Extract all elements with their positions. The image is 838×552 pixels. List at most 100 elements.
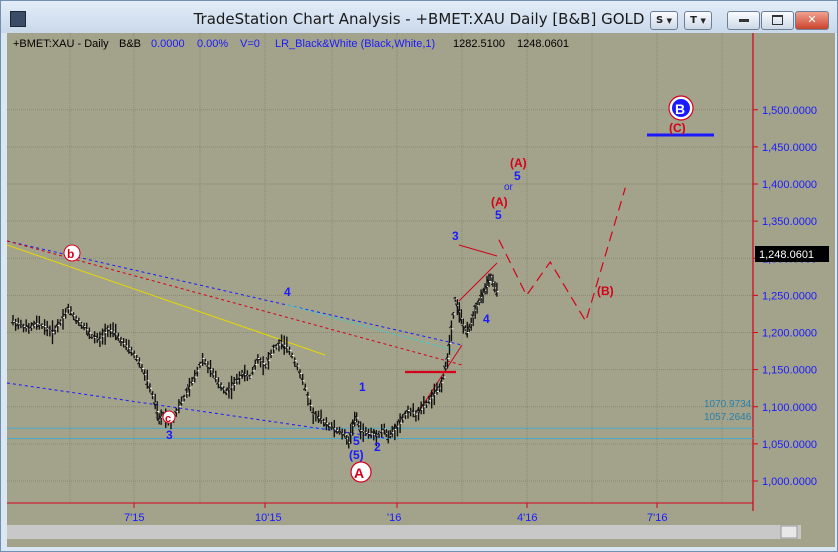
title-bar[interactable]: TradeStation Chart Analysis - +BMET:XAU … bbox=[1, 1, 837, 33]
wave-label-b: b bbox=[67, 247, 74, 261]
price-bar-open bbox=[118, 339, 122, 343]
price-bar-open bbox=[105, 327, 108, 329]
price-bar-open bbox=[192, 375, 196, 380]
support-label-2: 1057.2646 bbox=[704, 412, 752, 423]
price-bar-open bbox=[234, 378, 238, 381]
price-bar-open bbox=[152, 402, 156, 407]
price-bar-open bbox=[373, 430, 377, 439]
chart-area[interactable]: 1,500.0000 1,450.0000 1,400.0000 1,350.0000… bbox=[6, 33, 835, 547]
price-bar-open bbox=[379, 431, 382, 434]
wave-label-4b: 4 bbox=[483, 312, 490, 326]
price-bar-open bbox=[429, 393, 433, 398]
price-bar-open bbox=[323, 421, 327, 427]
price-bar-open bbox=[329, 426, 332, 429]
time-scrollbar[interactable] bbox=[7, 525, 801, 539]
projection-line bbox=[498, 187, 626, 323]
price-bar-open bbox=[289, 355, 293, 357]
support-value-labels: 1070.9734 1057.2646 bbox=[704, 399, 752, 423]
window-title: TradeStation Chart Analysis - +BMET:XAU … bbox=[193, 10, 645, 28]
price-bar-open bbox=[84, 326, 88, 329]
price-bar-open bbox=[279, 339, 282, 342]
price-bar-open bbox=[342, 433, 346, 438]
price-bar-open bbox=[418, 405, 422, 413]
y-tick-label: 1,400.0000 bbox=[762, 179, 817, 191]
price-bar-open bbox=[229, 388, 232, 391]
wave-label-3a: 3 bbox=[166, 428, 173, 442]
price-bar-open bbox=[352, 419, 356, 426]
restore-button[interactable] bbox=[761, 11, 794, 30]
wave-label-5b: 5 bbox=[495, 208, 502, 222]
tools-button[interactable]: T ▼ bbox=[684, 11, 712, 30]
support-lines bbox=[7, 427, 753, 439]
cyan-trend-line bbox=[286, 304, 458, 352]
price-bar-open bbox=[79, 324, 82, 327]
scrollbar-track[interactable] bbox=[7, 525, 801, 539]
price-bar-open bbox=[441, 376, 444, 380]
x-tick-label: 10'15 bbox=[255, 512, 282, 524]
wave-label-2: 2 bbox=[374, 440, 381, 454]
price-bar-open bbox=[176, 409, 180, 411]
price-bar-open bbox=[388, 436, 391, 439]
price-bar-open bbox=[208, 367, 211, 371]
price-bar-open bbox=[281, 344, 285, 350]
price-bar-open bbox=[244, 373, 248, 377]
price-bar-open bbox=[216, 381, 219, 385]
scrollbar-thumb[interactable] bbox=[780, 525, 798, 539]
price-bar-open bbox=[447, 342, 450, 347]
price-bar-open bbox=[482, 287, 486, 293]
price-bar-open bbox=[173, 410, 177, 414]
x-tick-label: 7'16 bbox=[647, 512, 667, 524]
wave-label-1: 1 bbox=[359, 380, 366, 394]
wave-b-circle bbox=[63, 244, 81, 262]
price-bar-open bbox=[131, 352, 135, 355]
price-bar-open bbox=[421, 403, 425, 408]
price-bar-open bbox=[490, 283, 494, 286]
price-bar-open bbox=[139, 366, 143, 369]
price-bar-open bbox=[368, 433, 372, 437]
price-bar-open bbox=[97, 336, 101, 341]
price-bar-open bbox=[405, 409, 409, 414]
price-bar-open bbox=[203, 362, 206, 365]
price-bar-open bbox=[195, 371, 198, 375]
price-bar-open bbox=[416, 407, 419, 413]
price-bar-open bbox=[71, 314, 74, 318]
price-bar-open bbox=[15, 323, 19, 327]
price-bar-open bbox=[100, 333, 103, 335]
styles-button[interactable]: S ▼ bbox=[650, 11, 678, 30]
price-bar-open bbox=[102, 329, 106, 332]
price-bar-open bbox=[478, 294, 482, 297]
price-bar-open bbox=[326, 424, 330, 428]
flag-lower-line bbox=[458, 262, 498, 302]
app-icon[interactable] bbox=[10, 11, 26, 27]
price-bar-open bbox=[73, 318, 77, 323]
price-bar-open bbox=[29, 325, 32, 330]
minimize-button[interactable] bbox=[727, 11, 760, 30]
price-bar-open bbox=[386, 438, 389, 441]
y-tick-label: 1,100.0000 bbox=[762, 402, 817, 414]
yellow-trend-line bbox=[6, 244, 326, 356]
price-axis: 1,500.0000 1,450.0000 1,400.0000 1,350.0000… bbox=[753, 105, 817, 488]
price-bar-open bbox=[265, 357, 269, 363]
flag-upper-line bbox=[458, 244, 498, 257]
price-bar-open bbox=[376, 432, 380, 436]
gridlines bbox=[7, 33, 753, 503]
breakout-support-line bbox=[418, 344, 463, 412]
chart-header: +BMET:XAU - Daily B&B 0.0000 0.00% V=0 L… bbox=[13, 38, 569, 50]
price-bar-open bbox=[431, 392, 435, 398]
price-bar-open bbox=[344, 437, 348, 440]
close-button[interactable]: ✕ bbox=[795, 11, 829, 30]
price-bar-open bbox=[492, 288, 496, 292]
price-bars bbox=[10, 273, 499, 449]
wave-label-c: c bbox=[165, 413, 171, 425]
price-bar-open bbox=[316, 414, 319, 420]
tools-button-label: T bbox=[690, 15, 697, 26]
price-bar-open bbox=[451, 312, 454, 316]
price-bar-open bbox=[60, 316, 64, 319]
price-bar-open bbox=[242, 370, 246, 378]
price-bar-open bbox=[34, 322, 38, 325]
price-bar-open bbox=[360, 430, 364, 433]
price-bar-open bbox=[470, 314, 474, 317]
price-chart[interactable]: 1,500.0000 1,450.0000 1,400.0000 1,350.0000… bbox=[6, 33, 835, 547]
price-bar-open bbox=[331, 426, 335, 431]
price-bar-open bbox=[392, 425, 396, 430]
